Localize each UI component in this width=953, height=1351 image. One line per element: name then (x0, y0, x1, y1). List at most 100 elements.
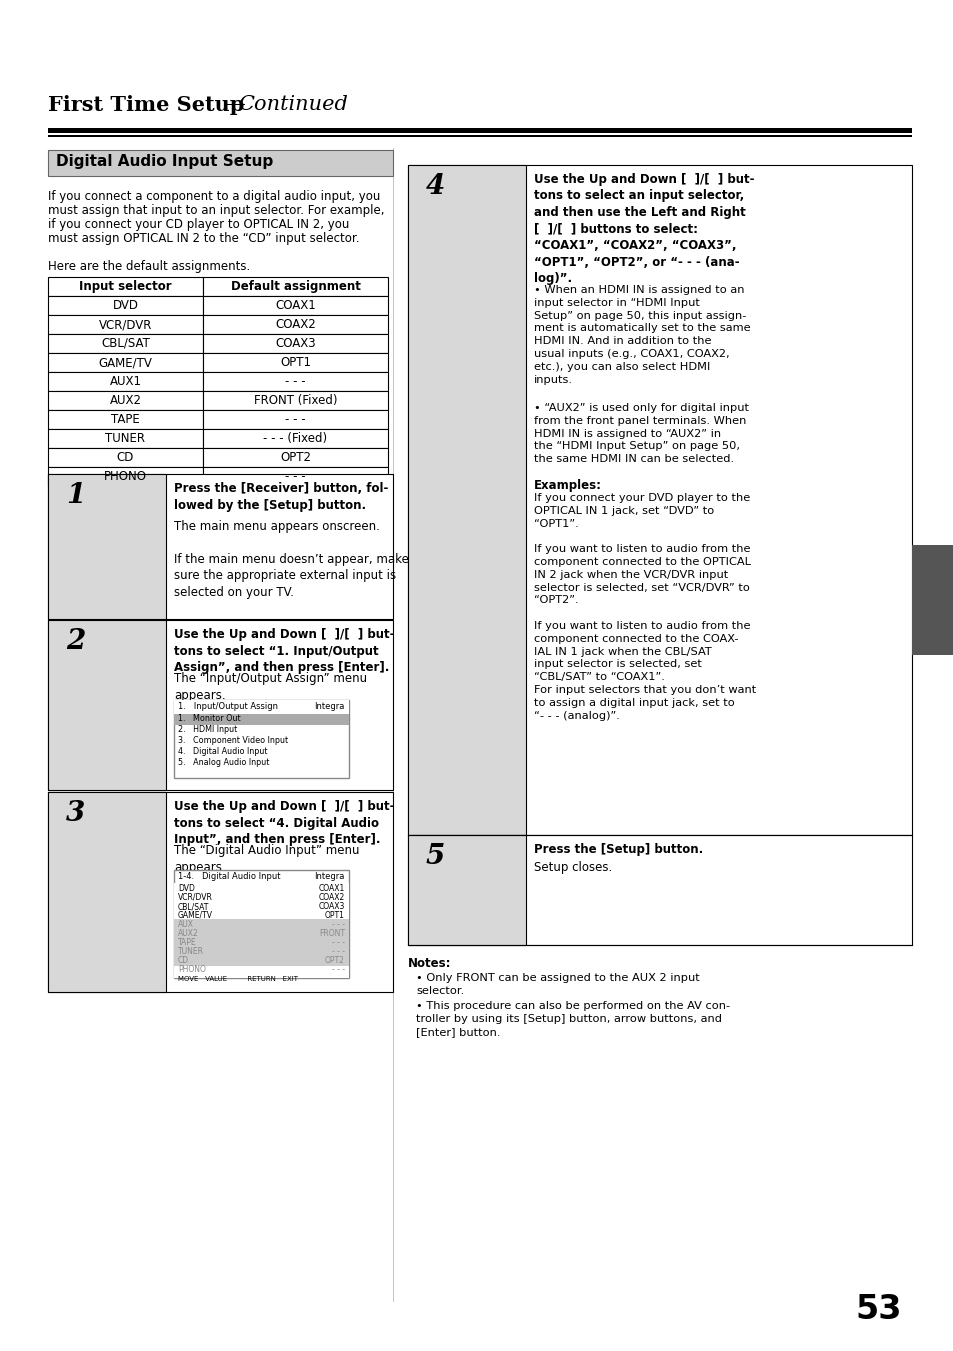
Text: 4.   Digital Audio Input: 4. Digital Audio Input (178, 747, 267, 757)
Bar (173, 946, 349, 955)
Bar (48, 334, 203, 353)
Bar (48, 474, 166, 619)
Text: • “AUX2” is used only for digital input
from the front panel terminals. When
HDM: • “AUX2” is used only for digital input … (534, 403, 748, 465)
Bar (48, 430, 203, 449)
Text: CBL/SAT: CBL/SAT (101, 336, 150, 350)
Bar (48, 474, 393, 619)
Bar (48, 277, 203, 296)
Text: 1-4.   Digital Audio Input: 1-4. Digital Audio Input (178, 871, 280, 881)
Bar (48, 372, 203, 390)
Text: TAPE: TAPE (178, 938, 196, 947)
Text: 1: 1 (66, 482, 85, 509)
Bar (203, 372, 388, 390)
Bar (408, 835, 525, 944)
Bar (911, 544, 953, 655)
Text: If you connect a component to a digital audio input, you: If you connect a component to a digital … (48, 190, 380, 203)
Text: Integra: Integra (314, 871, 345, 881)
Bar (408, 165, 525, 835)
Text: COAX2: COAX2 (274, 317, 315, 331)
Bar (173, 713, 349, 725)
Text: COAX3: COAX3 (274, 336, 315, 350)
Text: FRONT (Fixed): FRONT (Fixed) (253, 394, 337, 407)
Text: Use the Up and Down [  ]/[  ] but-
tons to select “4. Digital Audio
Input”, and : Use the Up and Down [ ]/[ ] but- tons to… (173, 800, 395, 846)
Bar (173, 884, 349, 892)
Bar (173, 955, 349, 965)
Bar (203, 334, 388, 353)
Text: TAPE: TAPE (111, 413, 140, 426)
Bar (48, 620, 166, 790)
Text: - - -: - - - (285, 376, 306, 388)
Text: 1.   Input/Output Assign: 1. Input/Output Assign (178, 703, 277, 711)
Text: • When an HDMI IN is assigned to an
input selector in “HDMI Input
Setup” on page: • When an HDMI IN is assigned to an inpu… (534, 285, 750, 385)
Bar (173, 919, 349, 928)
Text: MOVE   VALUE         RETURN   EXIT: MOVE VALUE RETURN EXIT (178, 975, 297, 982)
Bar (48, 296, 203, 315)
Text: First Time Setup: First Time Setup (48, 95, 244, 115)
Text: must assign OPTICAL IN 2 to the “CD” input selector.: must assign OPTICAL IN 2 to the “CD” inp… (48, 232, 359, 245)
Bar (203, 467, 388, 486)
Bar (173, 965, 349, 973)
Text: 1.   Monitor Out: 1. Monitor Out (178, 713, 240, 723)
Text: Continued: Continued (237, 95, 348, 113)
Bar (48, 135, 911, 136)
Text: - - -: - - - (332, 965, 345, 974)
Text: VCR/DVR: VCR/DVR (178, 893, 213, 902)
Text: • Only FRONT can be assigned to the AUX 2 input
selector.: • Only FRONT can be assigned to the AUX … (416, 973, 699, 996)
Bar (48, 792, 393, 992)
Bar (48, 315, 203, 334)
Text: OPT2: OPT2 (325, 957, 345, 965)
Text: TUNER: TUNER (106, 432, 146, 444)
Text: —: — (224, 95, 245, 113)
Text: - - -: - - - (285, 470, 306, 484)
Text: COAX1: COAX1 (318, 884, 345, 893)
Bar (203, 390, 388, 409)
Text: DVD: DVD (178, 884, 194, 893)
Text: If you connect your DVD player to the
OPTICAL IN 1 jack, set “DVD” to
“OPT1”.

I: If you connect your DVD player to the OP… (534, 493, 756, 720)
Bar (408, 165, 911, 835)
Bar (173, 938, 349, 946)
Bar (203, 430, 388, 449)
Bar (48, 467, 203, 486)
Text: • This procedure can also be performed on the AV con-
troller by using its [Setu: • This procedure can also be performed o… (416, 1001, 729, 1036)
Text: 5: 5 (426, 843, 445, 870)
Bar (173, 700, 349, 778)
Bar (173, 870, 349, 978)
Text: Here are the default assignments.: Here are the default assignments. (48, 259, 250, 273)
Text: Notes:: Notes: (408, 957, 451, 970)
Text: 5.   Analog Audio Input: 5. Analog Audio Input (178, 758, 269, 767)
Text: Integra: Integra (314, 703, 345, 711)
Text: must assign that input to an input selector. For example,: must assign that input to an input selec… (48, 204, 384, 218)
Text: 3: 3 (66, 800, 85, 827)
Text: COAX3: COAX3 (318, 902, 345, 911)
Text: - - -: - - - (285, 413, 306, 426)
Text: AUX: AUX (178, 920, 193, 929)
Bar (48, 353, 203, 372)
Text: CBL/SAT: CBL/SAT (178, 902, 209, 911)
Bar (408, 835, 911, 944)
Text: 2.   HDMI Input: 2. HDMI Input (178, 725, 237, 734)
Text: AUX2: AUX2 (178, 929, 198, 938)
Text: Default assignment: Default assignment (231, 280, 360, 293)
Bar (173, 892, 349, 901)
Bar (173, 966, 349, 978)
Bar (48, 409, 203, 430)
Text: 2: 2 (66, 628, 85, 655)
Text: - - -: - - - (332, 938, 345, 947)
Text: GAME/TV: GAME/TV (98, 357, 152, 369)
Text: TUNER: TUNER (178, 947, 204, 957)
Bar (48, 390, 203, 409)
Bar (203, 296, 388, 315)
Text: The main menu appears onscreen.

If the main menu doesn’t appear, make
sure the : The main menu appears onscreen. If the m… (173, 520, 409, 598)
Text: Use the Up and Down [  ]/[  ] but-
tons to select “1. Input/Output
Assign”, and : Use the Up and Down [ ]/[ ] but- tons to… (173, 628, 395, 674)
Text: VCR/DVR: VCR/DVR (99, 317, 152, 331)
Text: The “Digital Audio Input” menu
appears.: The “Digital Audio Input” menu appears. (173, 844, 359, 874)
Text: 53: 53 (855, 1293, 901, 1325)
Text: Setup closes.: Setup closes. (534, 861, 612, 874)
Text: DVD: DVD (112, 299, 138, 312)
Text: 4: 4 (426, 173, 445, 200)
Bar (203, 315, 388, 334)
Text: COAX1: COAX1 (274, 299, 315, 312)
Text: if you connect your CD player to OPTICAL IN 2, you: if you connect your CD player to OPTICAL… (48, 218, 349, 231)
Text: - - -: - - - (332, 947, 345, 957)
Text: Digital Audio Input Setup: Digital Audio Input Setup (56, 154, 273, 169)
